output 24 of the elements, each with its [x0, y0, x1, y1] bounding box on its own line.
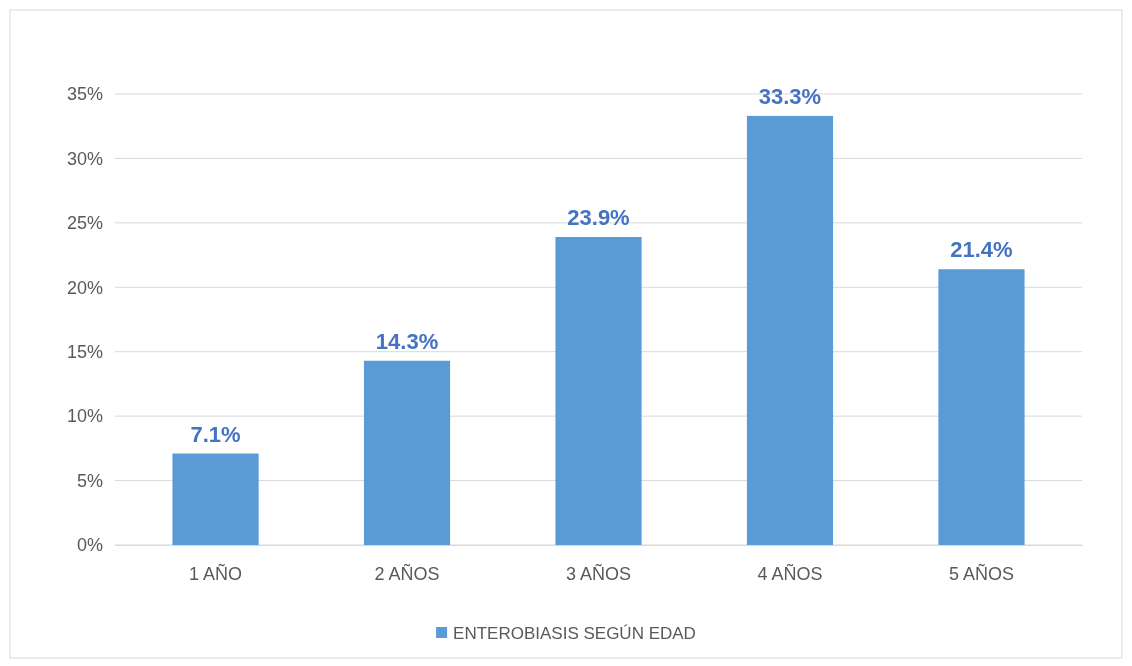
- x-tick-label: 2 AÑOS: [374, 562, 440, 584]
- bar: [172, 453, 259, 545]
- y-tick-label: 25%: [66, 213, 103, 234]
- bar: [938, 269, 1025, 545]
- x-tick-label: 1 AÑO: [189, 562, 243, 584]
- x-tick-label: 4 AÑOS: [757, 562, 823, 584]
- data-label: 23.9%: [567, 205, 630, 231]
- bar: [746, 115, 834, 545]
- y-tick-label: 35%: [66, 84, 103, 105]
- y-tick-label: 10%: [66, 406, 103, 427]
- y-tick-label: 0%: [76, 535, 103, 556]
- y-tick-label: 5%: [76, 470, 103, 491]
- data-label: 14.3%: [375, 328, 439, 354]
- data-label: 33.3%: [758, 83, 822, 109]
- data-label: 7.1%: [190, 421, 241, 447]
- legend-label: ENTEROBIASIS SEGÚN EDAD: [453, 623, 696, 643]
- bar: [555, 237, 642, 545]
- y-tick-label: 20%: [66, 277, 103, 298]
- y-tick-label: 30%: [66, 148, 103, 169]
- x-tick-label: 3 AÑOS: [565, 562, 632, 584]
- x-tick-label: 5 AÑOS: [948, 562, 1014, 584]
- y-tick-label: 15%: [66, 341, 103, 362]
- bar: [363, 360, 451, 545]
- data-label: 21.4%: [950, 237, 1013, 263]
